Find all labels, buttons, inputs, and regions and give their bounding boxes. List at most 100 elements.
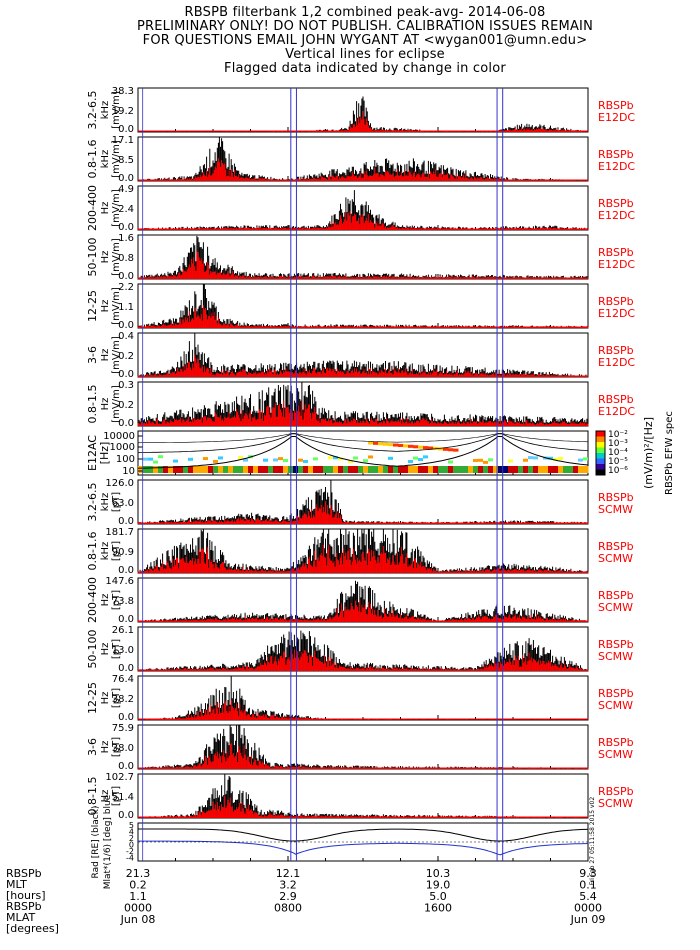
spec-cell-low: [453, 466, 459, 473]
fce-half-line: [138, 433, 589, 453]
panel-e-50-100: [137, 234, 589, 280]
colorbar-swatch: [596, 436, 605, 443]
panel-spec: [137, 430, 606, 476]
title-line-1: RBSPB filterbank 1,2 combined peak-avg- …: [184, 5, 546, 20]
colorbar-label: 10⁻⁵: [608, 457, 628, 467]
spec-tick-label: 10000: [103, 431, 135, 442]
unit-label-2: [pT]: [111, 492, 122, 512]
ephem-value: 1.1: [129, 890, 147, 903]
spec-cell-low: [173, 466, 179, 473]
instrument-label: RBSPb: [598, 99, 634, 112]
band-label: 12-25: [86, 290, 99, 322]
spec-cell-low: [238, 466, 244, 473]
ephem-row-label: RBSPb: [6, 867, 42, 880]
colorbar-swatch: [596, 447, 605, 454]
y-tick-label-top: 147.6: [105, 576, 134, 587]
spec-cell-low: [318, 466, 324, 473]
unit-label-1: kHz: [100, 493, 111, 512]
spec-cell-low: [143, 466, 149, 473]
y-tick-label-mid: 63.0: [112, 498, 134, 509]
y-tick-label-top: 2.2: [118, 282, 134, 293]
unit-label-1: Hz: [100, 643, 111, 656]
instrument-label: RBSPb: [598, 148, 634, 161]
spec-cell-low: [523, 466, 529, 473]
spec-cell-low: [333, 466, 339, 473]
ephem-row-label: MLAT: [6, 911, 36, 924]
spec-band-label: E12AC: [86, 435, 99, 471]
spec-cell-low: [253, 466, 259, 473]
spec-cell-mid: [473, 458, 478, 462]
spec-cell-low: [568, 466, 574, 473]
spec-cell-low: [548, 466, 554, 473]
y-tick-label-zero: 0.0: [118, 614, 134, 625]
spec-cell-mid: [388, 456, 393, 460]
peak-trace: [137, 333, 589, 377]
spec-cell-low: [323, 466, 329, 473]
spec-tick-label: 100: [116, 454, 135, 465]
instrument-sublabel: SCMW: [598, 552, 633, 565]
spec-cell-mid: [478, 458, 483, 462]
spec-cell-low: [463, 466, 469, 473]
title-line-2: PRELIMINARY ONLY! DO NOT PUBLISH. CALIBR…: [136, 19, 594, 34]
spec-cell-high: [408, 444, 414, 448]
spec-cell-low: [558, 466, 564, 473]
fce-line: [137, 436, 589, 469]
unit-label-1: Hz: [100, 349, 111, 362]
spec-cell-low: [543, 466, 549, 473]
orbit-panel: [137, 822, 589, 862]
spec-cell-low: [433, 466, 439, 473]
ephem-value: Jun 09: [570, 913, 606, 926]
spec-cell-low: [213, 466, 219, 473]
spec-cell-low: [283, 466, 289, 473]
spec-cell-low: [438, 466, 444, 473]
instrument-label: RBSPb: [598, 589, 634, 602]
spec-cell-low: [293, 466, 299, 473]
panel-e-0.8-1.5: [137, 381, 589, 427]
y-tick-label-top: 126.0: [105, 478, 134, 489]
unit-label-2: [pT]: [111, 737, 122, 757]
spec-cell-low: [163, 466, 169, 473]
unit-label-2: [mV/m]: [111, 336, 122, 374]
ephem-row-label: [hours]: [6, 889, 46, 902]
colorbar-swatch: [596, 453, 605, 459]
ephem-value: 0.1: [579, 879, 597, 892]
spec-cell-low: [358, 466, 364, 473]
spec-cell-high: [388, 443, 394, 447]
spec-cell-mid: [508, 459, 513, 463]
spec-cell-mid: [298, 458, 303, 462]
spec-cell-low: [513, 466, 519, 473]
spec-cell-low: [503, 466, 509, 473]
spec-cell-mid: [488, 458, 493, 462]
y-tick-label-mid: 2.4: [118, 204, 134, 215]
instrument-label: RBSPb: [598, 491, 634, 504]
spec-cell-low: [378, 466, 384, 473]
instrument-label: RBSPb: [598, 736, 634, 749]
y-tick-label-zero: 0.0: [118, 712, 134, 723]
spec-cell-low: [303, 466, 309, 473]
spec-cell-low: [343, 466, 349, 473]
spec-cell-mid: [413, 456, 418, 460]
spec-cell-low: [263, 466, 269, 473]
spec-cell-low: [308, 466, 314, 473]
spec-cell-mid: [523, 458, 528, 462]
unit-label-2: [pT]: [111, 688, 122, 708]
ephem-value: 21.3: [126, 867, 151, 880]
unit-label-2: [mV/m]: [111, 91, 122, 129]
colorbar-swatch: [596, 458, 605, 465]
spec-cell-mid: [143, 457, 148, 461]
instrument-sublabel: E12DC: [598, 405, 635, 418]
band-label: 0.8-1.6: [86, 532, 99, 571]
orbit-tick-label: 5: [129, 821, 134, 830]
spec-cell-low: [488, 466, 494, 473]
y-tick-label-zero: 0.0: [118, 124, 134, 135]
y-tick-label-top: 0.3: [118, 380, 134, 391]
ephem-value: 0.2: [129, 879, 147, 892]
spec-cell-low: [423, 466, 429, 473]
y-tick-label-mid: 0.2: [118, 351, 134, 362]
instrument-sublabel: SCMW: [598, 503, 633, 516]
spec-cell-high: [413, 445, 419, 449]
spec-cell-low: [183, 466, 189, 473]
spec-cell-mid: [153, 460, 158, 464]
spec-cell-low: [578, 466, 584, 473]
spec-cell-low: [158, 466, 164, 473]
